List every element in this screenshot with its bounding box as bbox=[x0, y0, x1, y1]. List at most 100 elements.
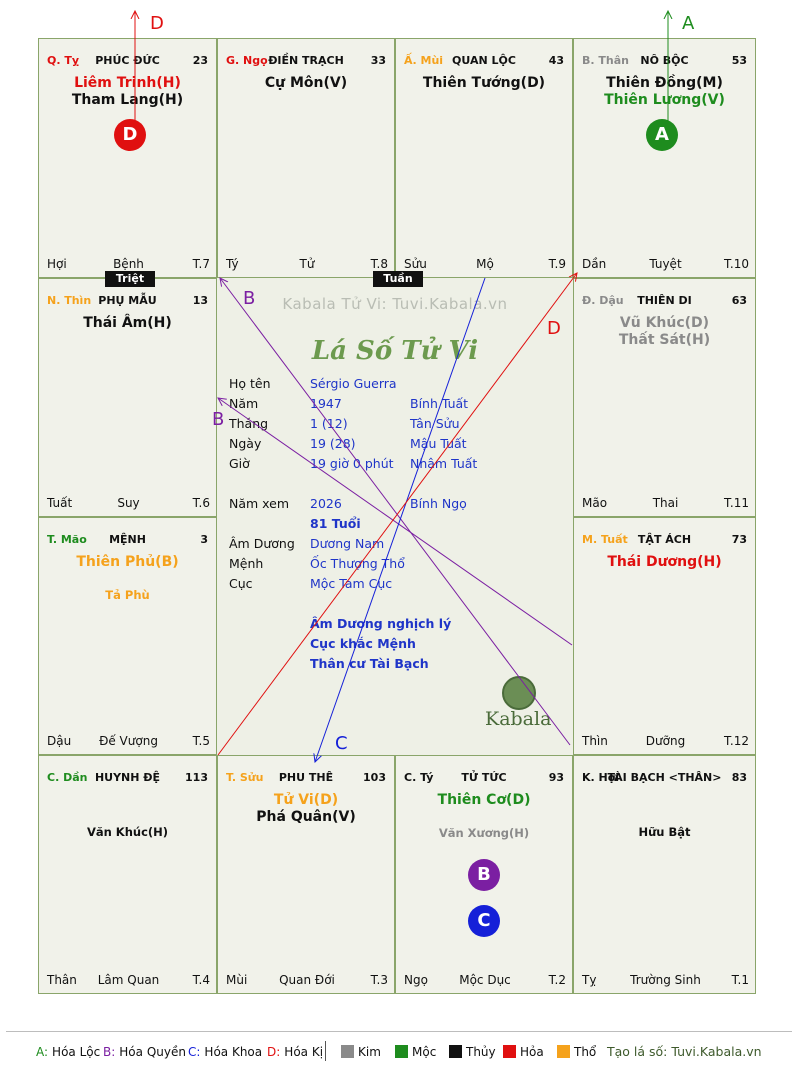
star-name: Thiên Lương(V) bbox=[604, 92, 725, 108]
info-value: Ốc Thượng Thổ bbox=[310, 556, 405, 571]
info-value: 2026 bbox=[310, 496, 342, 511]
footer-stage: Suy bbox=[117, 496, 140, 510]
palace-footer: Dần Tuyệt T.10 bbox=[582, 257, 749, 271]
palace-header: NÔ BỘC B. Thân 53 bbox=[582, 54, 747, 68]
transform-circle-a: A bbox=[646, 119, 678, 151]
footer-month: T.2 bbox=[548, 973, 566, 987]
palace-cell: NÔ BỘC B. Thân 53 Thiên Đồng(M) Thiên Lương(… bbox=[573, 38, 756, 278]
hoa-quyen-arrow-1 bbox=[220, 278, 571, 746]
palace-age: 73 bbox=[731, 533, 747, 546]
star-name: Vũ Khúc(D) bbox=[619, 315, 710, 331]
star-name: Tử Vi(D) bbox=[273, 792, 339, 808]
palace-name: ĐIỀN TRẠCH bbox=[268, 54, 344, 67]
footer-branch: Tỵ bbox=[582, 973, 597, 987]
element-swatch bbox=[341, 1045, 354, 1058]
palace-cell: MỆNH T. Mão 3 Thiên Phủ(B) Tả Phù Dậu Đế Vượn… bbox=[38, 517, 217, 755]
info-value: Dương Nam bbox=[310, 536, 385, 551]
palace-cell: ĐIỀN TRẠCH G. Ngọ 33 Cự Môn(V) Tý Tử T.8 bbox=[217, 38, 395, 278]
element-legend-item: Kim bbox=[341, 1044, 381, 1060]
legend-key: B: bbox=[103, 1045, 116, 1059]
palace-name: THIÊN DI bbox=[637, 294, 692, 307]
chart-note: Thân cư Tài Bạch bbox=[310, 656, 429, 671]
element-name: Hỏa bbox=[520, 1045, 544, 1059]
palace-age: 23 bbox=[192, 54, 208, 67]
legend-text: Hóa Kị bbox=[284, 1045, 324, 1059]
footer-month: T.6 bbox=[192, 496, 210, 510]
palace-stem: C. Dần bbox=[47, 771, 88, 784]
info-value-2: Nhâm Tuất bbox=[410, 456, 478, 471]
palace-footer: Tý Tử T.8 bbox=[226, 257, 388, 271]
tag-tuan: Tuần bbox=[373, 271, 423, 287]
footer-month: T.12 bbox=[724, 734, 749, 748]
info-label: Cục bbox=[229, 576, 253, 591]
arrow-label-b: B bbox=[243, 288, 255, 309]
palace-stem: Q. Tỵ bbox=[47, 54, 80, 67]
star-name: Văn Khúc(H) bbox=[86, 825, 169, 839]
palace-age: 33 bbox=[370, 54, 386, 67]
star-list: Thái Dương(H) bbox=[578, 554, 751, 571]
footer-month: T.1 bbox=[731, 973, 749, 987]
palace-header: PHÚC ĐỨC Q. Tỵ 23 bbox=[47, 54, 208, 68]
palace-cell: PHỤ MẪU N. Thìn 13 Thái Âm(H) Tuất Suy T.6 bbox=[38, 278, 217, 517]
info-label: Ngày bbox=[229, 436, 262, 451]
star-name: Thái Âm(H) bbox=[83, 315, 172, 331]
legend-key: C: bbox=[188, 1045, 201, 1059]
star-name: Thiên Cơ(D) bbox=[437, 792, 531, 808]
palace-stem: K. Hợi bbox=[582, 771, 620, 784]
palace-header: TÀI BẠCH <THÂN> K. Hợi 83 bbox=[582, 771, 747, 785]
info-value: Mộc Tam Cục bbox=[310, 576, 393, 591]
star-list: Thái Âm(H) bbox=[43, 315, 212, 332]
info-value-2: Tân Sửu bbox=[410, 416, 460, 431]
palace-footer: Ngọ Mộc Dục T.2 bbox=[404, 973, 566, 987]
element-name: Thủy bbox=[466, 1045, 496, 1059]
element-legend-item: Hỏa bbox=[503, 1044, 544, 1060]
palace-age: 43 bbox=[548, 54, 564, 67]
legend-item: C: Hóa Khoa bbox=[188, 1044, 262, 1060]
palace-footer: Mùi Quan Đới T.3 bbox=[226, 973, 388, 987]
legend-text: Hóa Quyền bbox=[119, 1045, 186, 1059]
palace-header: TỬ TỨC C. Tý 93 bbox=[404, 771, 564, 785]
palace-name: PHU THÊ bbox=[278, 771, 334, 784]
legend-text: Hóa Khoa bbox=[204, 1045, 263, 1059]
palace-age: 53 bbox=[731, 54, 747, 67]
star-list: Thiên Phủ(B) Tả Phù bbox=[43, 554, 212, 603]
palace-age: 93 bbox=[548, 771, 564, 784]
star-list: Văn Khúc(H) bbox=[43, 792, 212, 840]
palace-cell: PHÚC ĐỨC Q. Tỵ 23 Liêm Trinh(H) Tham Lang(H)… bbox=[38, 38, 217, 278]
hoa-khoa-arrow bbox=[315, 277, 486, 762]
palace-header: TẬT ÁCH M. Tuất 73 bbox=[582, 533, 747, 547]
palace-header: PHỤ MẪU N. Thìn 13 bbox=[47, 294, 208, 308]
transform-circle-d: D bbox=[114, 119, 146, 151]
footer-stage: Dưỡng bbox=[645, 734, 686, 748]
footer-stage: Quan Đới bbox=[279, 973, 335, 987]
palace-age: 13 bbox=[192, 294, 208, 307]
star-name: Liêm Trinh(H) bbox=[74, 75, 181, 91]
info-label: Giờ bbox=[229, 456, 250, 471]
footer-stage: Tuyệt bbox=[649, 257, 682, 271]
star-name: Tham Lang(H) bbox=[71, 92, 184, 108]
footer-stage: Bệnh bbox=[113, 257, 144, 271]
star-name: Văn Xương(H) bbox=[438, 826, 530, 840]
legend-item: B: Hóa Quyền bbox=[103, 1044, 186, 1060]
footer-stage: Tử bbox=[299, 257, 315, 271]
element-name: Kim bbox=[358, 1045, 381, 1059]
footer-month: T.11 bbox=[724, 496, 749, 510]
footer-stage: Thai bbox=[652, 496, 679, 510]
element-name: Thổ bbox=[574, 1045, 597, 1059]
palace-name: HUYNH ĐỆ bbox=[94, 771, 161, 784]
footer-branch: Dần bbox=[582, 257, 607, 271]
footer-branch: Mão bbox=[582, 496, 608, 510]
info-label: Năm bbox=[229, 396, 259, 411]
palace-name: PHỤ MẪU bbox=[98, 294, 157, 307]
palace-name: PHÚC ĐỨC bbox=[95, 54, 160, 67]
palace-stem: C. Tý bbox=[404, 771, 434, 784]
info-label: Năm xem bbox=[229, 496, 290, 511]
arrow-label-a: A bbox=[682, 13, 695, 34]
palace-age: 3 bbox=[200, 533, 208, 546]
palace-stem: N. Thìn bbox=[47, 294, 92, 307]
legend-divider bbox=[6, 1031, 792, 1032]
palace-name: MỆNH bbox=[109, 533, 146, 546]
palace-footer: Tỵ Trường Sinh T.1 bbox=[582, 973, 749, 987]
star-list: Vũ Khúc(D) Thất Sát(H) bbox=[578, 315, 751, 349]
palace-header: ĐIỀN TRẠCH G. Ngọ 33 bbox=[226, 54, 386, 68]
